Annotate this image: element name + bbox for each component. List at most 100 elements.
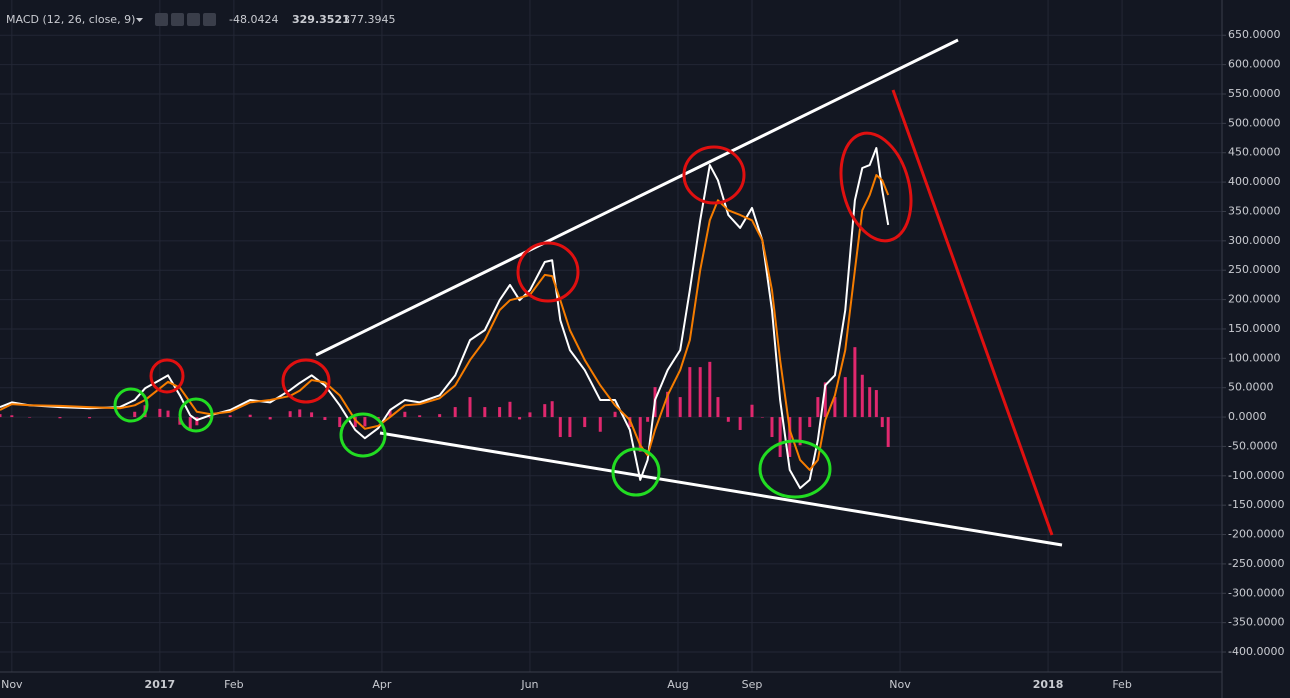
histogram-bar	[310, 412, 314, 418]
histogram-bar	[363, 417, 367, 427]
histogram-bar	[880, 417, 884, 428]
marks	[0, 147, 890, 490]
histogram-bar	[808, 417, 812, 428]
icon-add[interactable]	[187, 13, 200, 26]
y-tick-label: 100.0000	[1228, 351, 1281, 364]
trough-circle	[113, 387, 149, 423]
histogram-bar	[195, 417, 199, 426]
trough-circle	[339, 412, 387, 458]
peak-circle	[516, 241, 580, 303]
histogram-bar	[88, 417, 92, 419]
histogram-bar	[860, 374, 864, 418]
trough-circle	[611, 447, 661, 497]
histogram-bar	[788, 417, 792, 458]
histogram-bar	[558, 417, 562, 438]
histogram-bar	[158, 408, 162, 418]
histogram-bar	[188, 417, 192, 430]
histogram-bar	[543, 404, 547, 418]
histogram-bar	[166, 410, 170, 418]
histogram-bar	[248, 414, 252, 418]
icon-settings[interactable]	[171, 13, 184, 26]
series-line	[0, 147, 890, 490]
histogram-bar	[613, 411, 617, 418]
histogram-bar	[518, 417, 522, 420]
histogram-bar	[58, 417, 62, 419]
histogram-bar	[816, 397, 820, 418]
histogram-bar	[298, 409, 302, 418]
histogram-bar	[646, 417, 650, 422]
y-tick-label: 450.0000	[1228, 146, 1281, 159]
x-tick-label: Nov	[1, 678, 23, 691]
grid	[0, 0, 1222, 672]
histogram-bar	[323, 417, 327, 420]
dropdown-caret[interactable]	[136, 18, 143, 22]
y-tick-label: 500.0000	[1228, 116, 1281, 129]
histogram-bar	[208, 417, 212, 419]
histogram-bar	[508, 401, 512, 418]
y-tick-label: 550.0000	[1228, 87, 1281, 100]
histogram-bar	[483, 407, 487, 418]
x-tick-label: Jun	[520, 678, 538, 691]
histogram-bar	[750, 404, 754, 418]
histogram-bar	[798, 417, 802, 446]
x-tick-label: 2017	[145, 678, 176, 691]
y-tick-label: 350.0000	[1228, 204, 1281, 217]
legend-header: MACD (12, 26, close, 9) -48.0424 329.352…	[6, 13, 396, 26]
histogram-bar	[678, 397, 682, 418]
histogram-bar	[698, 367, 702, 418]
histogram-bar	[550, 401, 554, 418]
histogram-bar	[716, 397, 720, 418]
histogram-bar	[833, 397, 837, 418]
histogram-bar	[843, 377, 847, 418]
histogram-bar	[868, 387, 872, 418]
x-tick-label: Nov	[889, 678, 911, 691]
y-tick-label: -400.0000	[1228, 645, 1284, 658]
histogram-bar	[886, 417, 890, 448]
y-tick-label: -200.0000	[1228, 528, 1284, 541]
histogram-bar	[338, 417, 342, 428]
histogram-bar	[583, 417, 587, 428]
histogram-bar	[498, 407, 502, 418]
series-line	[0, 174, 890, 471]
peak-circle	[149, 358, 185, 394]
x-tick-label: 2018	[1033, 678, 1064, 691]
histogram-bar	[403, 411, 407, 418]
histogram-bar	[468, 397, 472, 418]
y-tick-label: -350.0000	[1228, 616, 1284, 629]
histogram-bar	[133, 411, 137, 418]
histogram-bar	[28, 417, 32, 418]
histogram-bar	[778, 417, 782, 458]
histogram-bar	[268, 417, 272, 420]
signal-value: 377.3945	[343, 13, 396, 26]
histogram-bar	[638, 417, 642, 452]
indicator-title: MACD (12, 26, close, 9)	[6, 13, 135, 26]
icon-visibility[interactable]	[155, 13, 168, 26]
x-tick-label: Aug	[667, 678, 688, 691]
icon-remove[interactable]	[203, 13, 216, 26]
histogram-bar	[823, 382, 827, 418]
histogram-bar	[760, 417, 764, 418]
y-tick-label: 650.0000	[1228, 28, 1281, 41]
y-tick-label: 50.0000	[1228, 381, 1274, 394]
y-tick-label: 250.0000	[1228, 263, 1281, 276]
histogram-bar	[453, 407, 457, 418]
histogram-bar	[10, 415, 14, 418]
y-tick-label: 150.0000	[1228, 322, 1281, 335]
histogram-bar	[853, 347, 857, 418]
y-tick-label: -250.0000	[1228, 557, 1284, 570]
annotations	[113, 38, 1063, 547]
histogram-bar	[770, 417, 774, 438]
y-tick-label: 600.0000	[1228, 58, 1281, 71]
histogram-bar	[598, 417, 602, 432]
histogram-bar	[688, 367, 692, 418]
trough-circle	[178, 397, 214, 433]
y-tick-label: 400.0000	[1228, 175, 1281, 188]
lower-trendline	[379, 431, 1063, 547]
x-tick-label: Feb	[1112, 678, 1131, 691]
y-tick-label: -300.0000	[1228, 586, 1284, 599]
macd-value: 329.3521	[292, 13, 350, 26]
histogram-bar	[438, 414, 442, 418]
histogram-bar	[288, 411, 292, 418]
